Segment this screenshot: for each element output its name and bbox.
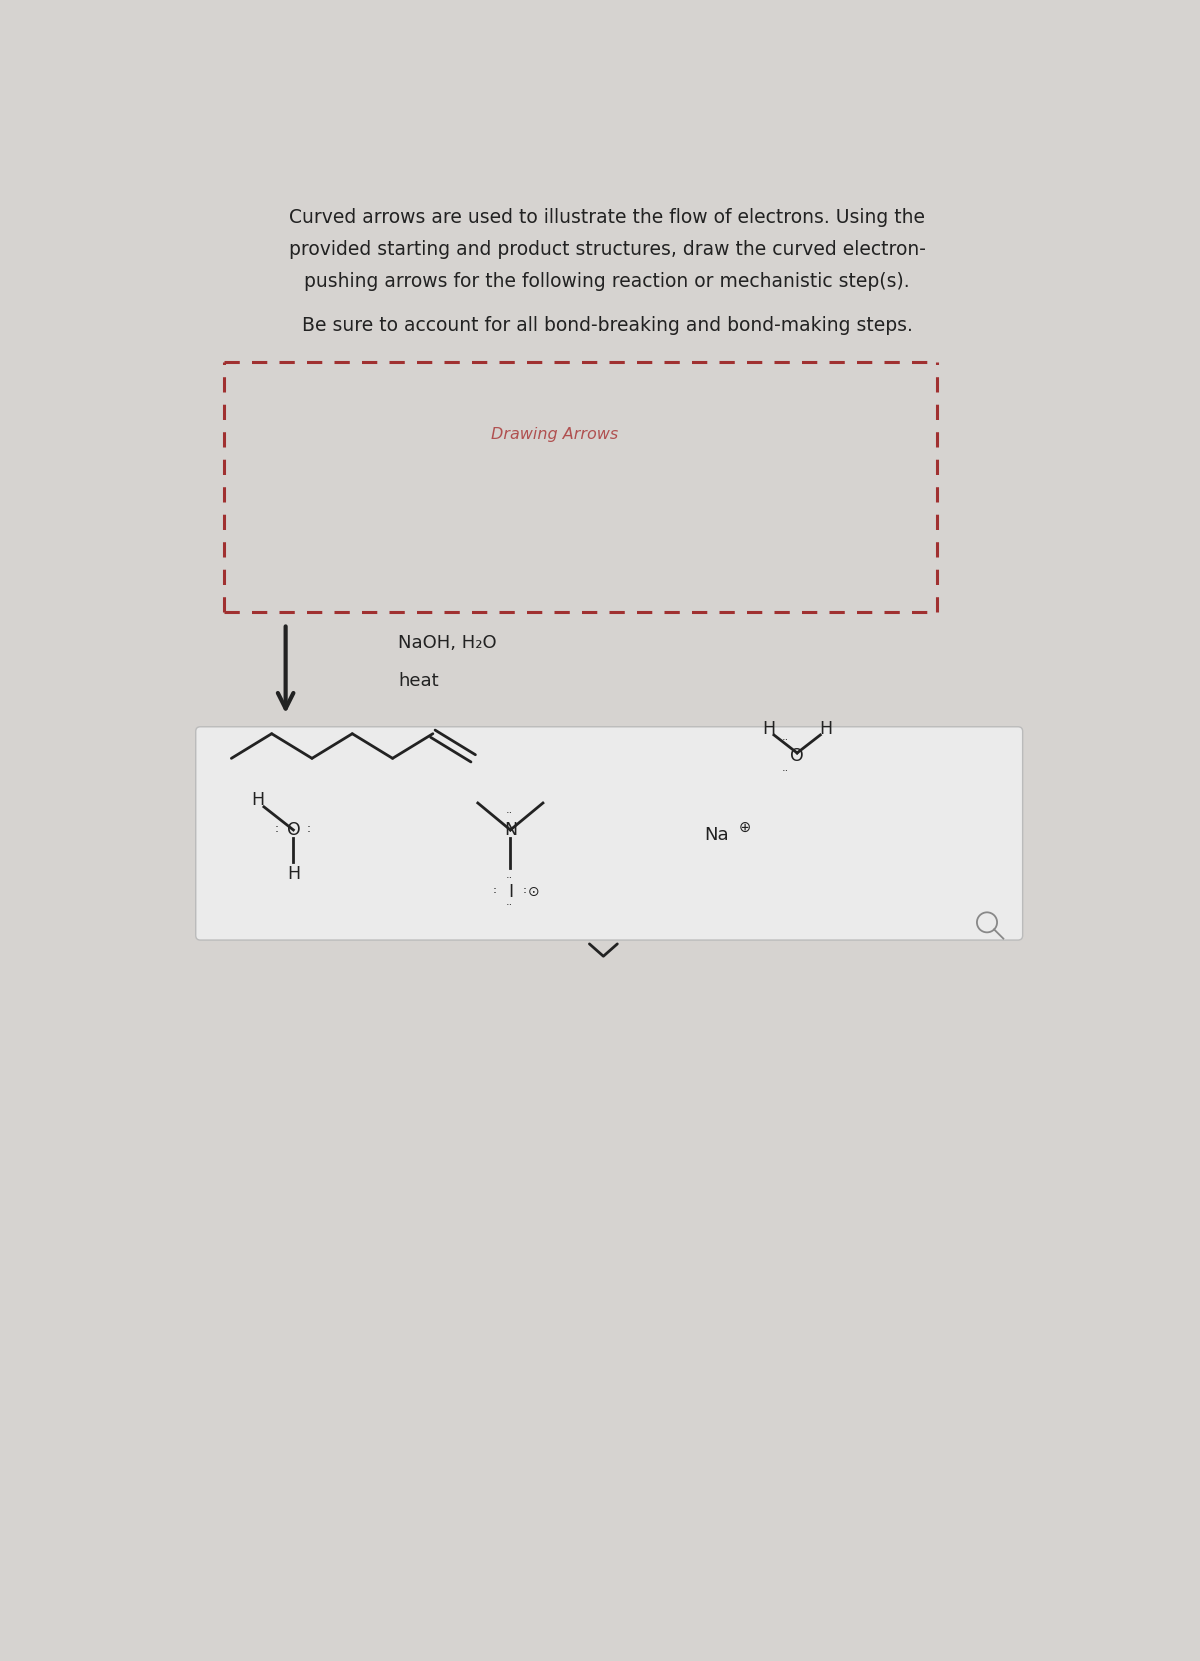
Text: ··: ·· xyxy=(506,900,514,910)
Text: H: H xyxy=(287,865,300,884)
Text: ·: · xyxy=(522,882,527,895)
Text: Na: Na xyxy=(704,826,728,844)
Text: Be sure to account for all bond-breaking and bond-making steps.: Be sure to account for all bond-breaking… xyxy=(302,316,913,334)
Text: ·: · xyxy=(307,826,311,839)
FancyBboxPatch shape xyxy=(196,728,1022,940)
Text: Curved arrows are used to illustrate the flow of electrons. Using the: Curved arrows are used to illustrate the… xyxy=(289,208,925,228)
Text: ·: · xyxy=(275,821,278,834)
Text: I: I xyxy=(508,882,512,900)
Text: pushing arrows for the following reaction or mechanistic step(s).: pushing arrows for the following reactio… xyxy=(305,272,910,291)
Text: heat: heat xyxy=(398,673,439,691)
Text: ·: · xyxy=(493,882,497,895)
Text: ··: ·· xyxy=(782,734,790,744)
Text: ·: · xyxy=(493,887,497,900)
Text: Drawing Arrows: Drawing Arrows xyxy=(491,427,618,442)
Text: provided starting and product structures, draw the curved electron-: provided starting and product structures… xyxy=(289,241,925,259)
Text: ··: ·· xyxy=(782,766,790,776)
Text: ⊙: ⊙ xyxy=(528,885,540,899)
Text: O: O xyxy=(287,821,300,839)
Text: H: H xyxy=(251,791,264,809)
Text: O: O xyxy=(791,747,804,766)
Text: N: N xyxy=(504,821,517,839)
Text: ·: · xyxy=(522,887,527,900)
Text: H: H xyxy=(820,719,833,737)
Text: H: H xyxy=(762,719,775,737)
Text: ⊕: ⊕ xyxy=(739,821,751,835)
Text: NaOH, H₂O: NaOH, H₂O xyxy=(398,635,497,651)
Text: ··: ·· xyxy=(506,872,514,882)
Text: ·: · xyxy=(275,826,278,839)
Text: ·: · xyxy=(307,821,311,834)
Text: ··: ·· xyxy=(506,807,514,817)
